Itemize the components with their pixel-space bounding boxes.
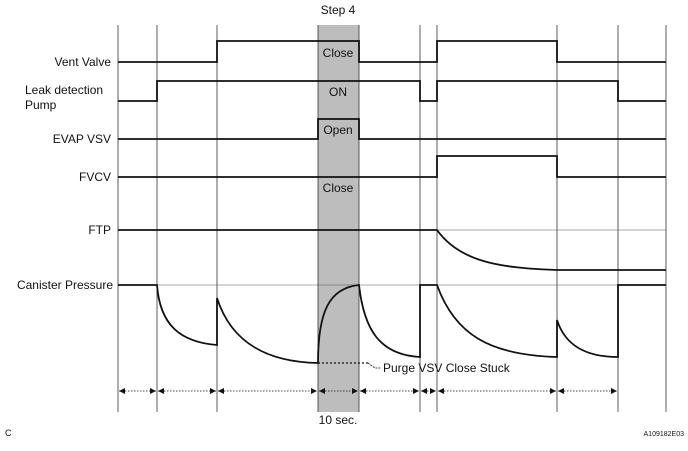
purge-vsv-annotation: Purge VSV Close Stuck: [383, 361, 511, 375]
evap-open-state: Open: [323, 123, 352, 137]
vent-valve-label: Vent Valve: [55, 55, 112, 69]
arrowhead-icon: [558, 388, 564, 394]
interval-arrows: [119, 388, 617, 394]
arrowhead-icon: [119, 388, 125, 394]
annotation-leader: [367, 362, 381, 369]
leak-pump-label-2: Pump: [25, 98, 57, 112]
arrowhead-icon: [352, 388, 358, 394]
arrowhead-icon: [421, 388, 427, 394]
step-label: Step 4: [321, 3, 356, 17]
leak-pump-label-1: Leak detection: [25, 83, 103, 97]
arrowhead-icon: [158, 388, 164, 394]
arrowhead-icon: [210, 388, 216, 394]
vent-valve-trace: [118, 40, 666, 63]
duration-label: 10 sec.: [319, 413, 358, 427]
ftp-trace: [118, 229, 666, 271]
arrowhead-icon: [311, 388, 317, 394]
vent-close-state: Close: [323, 46, 354, 60]
canister-pressure-label: Canister Pressure: [17, 278, 113, 292]
arrowhead-icon: [218, 388, 224, 394]
fvcv-trace: [118, 155, 666, 178]
leak-pump-trace: [118, 80, 666, 102]
fvcv-close-state: Close: [323, 181, 354, 195]
arrowhead-icon: [438, 388, 444, 394]
fvcv-label: FVCV: [79, 170, 111, 184]
arrowhead-icon: [430, 388, 436, 394]
canister-pressure-trace: [118, 284, 666, 364]
arrowhead-icon: [319, 388, 325, 394]
time-gridlines: [117, 25, 667, 412]
arrowhead-icon: [550, 388, 556, 394]
evap-vsv-label: EVAP VSV: [53, 132, 111, 146]
ftp-label: FTP: [88, 223, 111, 237]
figure-code: A109182E03: [644, 431, 685, 438]
arrowhead-icon: [360, 388, 366, 394]
corner-letter: C: [5, 428, 12, 438]
arrowhead-icon: [150, 388, 156, 394]
evap-vsv-trace: [118, 118, 666, 140]
step-4-shaded-region: [318, 25, 359, 412]
arrowhead-icon: [611, 388, 617, 394]
pump-on-state: ON: [329, 85, 347, 99]
arrowhead-icon: [413, 388, 419, 394]
